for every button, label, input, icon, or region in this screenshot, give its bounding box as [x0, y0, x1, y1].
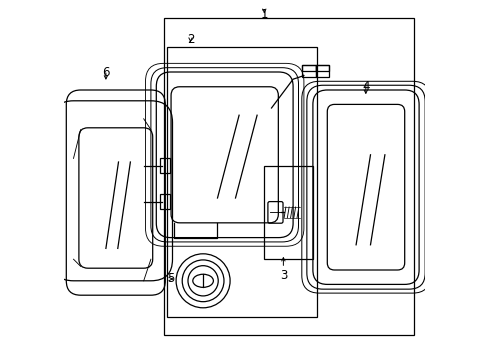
Bar — [302, 65, 315, 77]
Text: 6: 6 — [102, 66, 109, 78]
Bar — [302, 65, 315, 71]
Bar — [316, 65, 328, 77]
Bar — [316, 65, 328, 71]
Text: 1: 1 — [260, 8, 267, 21]
Text: 4: 4 — [361, 80, 369, 93]
Bar — [163, 18, 413, 335]
Bar — [160, 158, 170, 173]
Bar — [167, 47, 316, 317]
Text: 2: 2 — [186, 33, 194, 46]
Bar — [160, 194, 170, 209]
Bar — [264, 166, 312, 259]
Text: 3: 3 — [279, 269, 286, 282]
Text: 5: 5 — [167, 273, 174, 285]
